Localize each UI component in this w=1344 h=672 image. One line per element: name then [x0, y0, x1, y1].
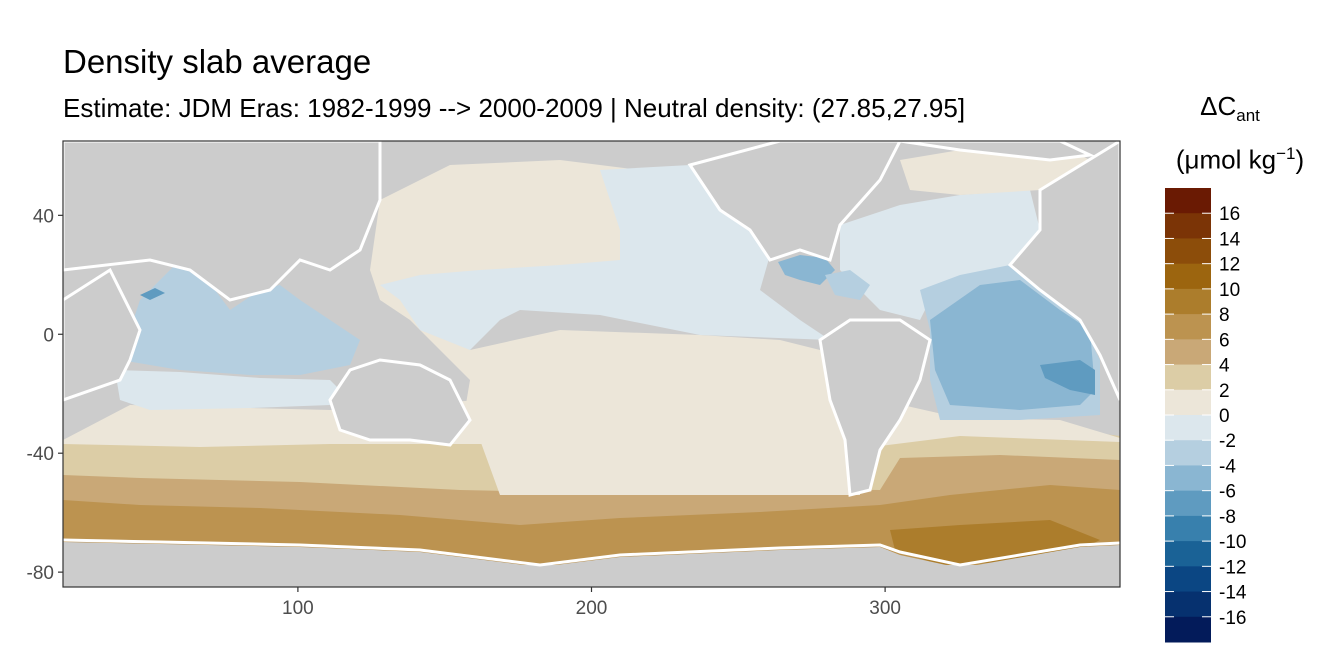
- legend-label: -16: [1219, 608, 1246, 629]
- legend-units-sup: −1: [1276, 144, 1296, 163]
- y-tick-label: 40: [33, 206, 54, 227]
- pacific-minus2to0: [380, 165, 830, 350]
- legend-label: 14: [1219, 229, 1241, 250]
- legend-swatch: [1165, 591, 1211, 618]
- legend-label: -14: [1219, 583, 1247, 604]
- north-america: [687, 141, 902, 262]
- chart-subtitle: Estimate: JDM Eras: 1982-1999 --> 2000-2…: [63, 93, 966, 123]
- legend-swatch: [1165, 188, 1211, 214]
- legend-swatch: [1165, 465, 1211, 492]
- south-atlantic-minus8to6: [1040, 360, 1095, 395]
- legend-label: 10: [1219, 280, 1240, 301]
- antarctic-coast: [63, 538, 1120, 567]
- south-america: [818, 318, 932, 497]
- legend-swatch: [1165, 616, 1211, 643]
- legend-label: -4: [1219, 456, 1236, 477]
- indian-ocean-minus4to2: [120, 265, 360, 375]
- legend-label: 4: [1219, 356, 1230, 377]
- legend-swatch: [1165, 364, 1211, 391]
- legend-units-prefix: (μmol kg: [1175, 144, 1277, 175]
- legend-swatch: [1165, 339, 1211, 366]
- legend-label: 0: [1219, 406, 1230, 427]
- y-tick-label: -80: [27, 563, 54, 584]
- legend-swatch: [1165, 415, 1211, 441]
- legend-swatch: [1165, 238, 1211, 265]
- legend-label: 16: [1219, 204, 1240, 225]
- legend-colorbar: 16 14 12 10 8 6 4 2 0 -2 -4 -6 -8 -10 -12 -14 -16: [1165, 188, 1247, 643]
- arabian-gulf: [140, 288, 165, 300]
- land-masses: [63, 141, 1120, 497]
- y-tick-label: 0: [43, 325, 54, 346]
- legend-swatch: [1165, 490, 1211, 517]
- legend-label: -10: [1219, 532, 1246, 553]
- legend-swatch: [1165, 566, 1211, 593]
- x-axis: 100 200 300: [282, 587, 901, 619]
- legend-swatch: [1165, 288, 1211, 315]
- legend-label: -12: [1219, 557, 1246, 578]
- chart-title: Density slab average: [63, 43, 372, 80]
- greenland: [899, 141, 1096, 162]
- legend-label: -2: [1219, 431, 1236, 452]
- y-axis: 40 0 -40 -80: [27, 206, 63, 584]
- legend-label: 12: [1219, 255, 1240, 276]
- legend-swatch: [1165, 440, 1211, 466]
- legend-units-suffix: ): [1295, 144, 1305, 175]
- north-atlantic-minus2to0: [840, 190, 1040, 320]
- legend-label: 6: [1219, 330, 1230, 351]
- pacific-0to2: [370, 160, 860, 495]
- legend-swatch: [1165, 263, 1211, 290]
- legend-title: ΔCant: [1160, 90, 1300, 132]
- indian-ocean-minus2to0: [115, 370, 340, 410]
- africa: [63, 267, 142, 402]
- x-tick-label: 100: [282, 598, 314, 619]
- asia: [63, 141, 382, 302]
- antarctica-land: [63, 542, 1120, 587]
- legend-units: (μmol kg−1): [1140, 138, 1340, 176]
- legend-label: 8: [1219, 305, 1230, 326]
- legend-swatch: [1165, 389, 1211, 416]
- legend-label: 2: [1219, 381, 1230, 402]
- x-tick-label: 200: [576, 598, 608, 619]
- legend-swatch: [1165, 541, 1211, 567]
- legend-swatch: [1165, 515, 1211, 542]
- ocean-field: [63, 141, 1120, 587]
- legend-label: -6: [1219, 482, 1236, 503]
- legend-swatch: [1165, 314, 1211, 340]
- legend-title-sub: ant: [1236, 106, 1260, 126]
- legend-title-main: ΔC: [1200, 91, 1237, 121]
- australia: [328, 358, 472, 447]
- legend-swatch: [1165, 213, 1211, 239]
- europe-africa-east: [1007, 141, 1120, 401]
- gulf-of-mexico: [778, 255, 835, 285]
- legend-label: -8: [1219, 507, 1236, 528]
- caribbean: [825, 270, 870, 300]
- x-tick-label: 300: [869, 598, 901, 619]
- y-tick-label: -40: [27, 444, 54, 465]
